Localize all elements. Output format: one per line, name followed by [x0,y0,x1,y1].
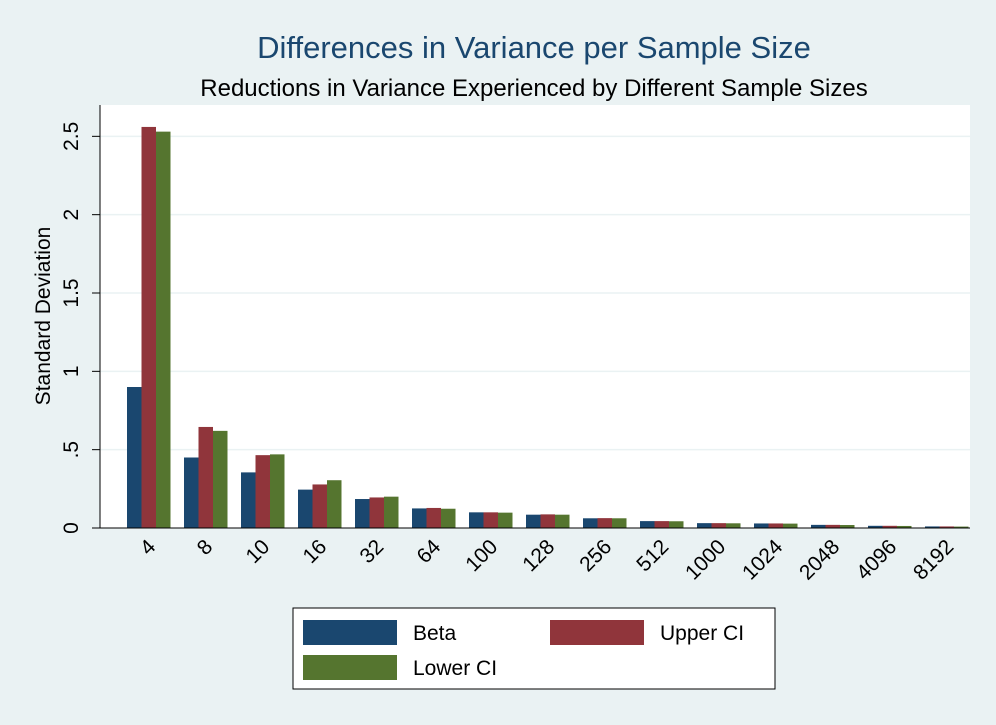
bar-upper-ci [141,126,156,528]
bar-lower-ci [726,523,741,528]
bar-beta [754,523,769,528]
y-tick-label: 1.5 [60,278,83,307]
y-axis-ticks: 0 .5 1 1.5 2 2.5 [60,122,100,534]
y-tick-label: 2.5 [60,122,83,151]
y-axis-label: Standard Deviation [32,227,55,406]
bar-lower-ci [840,525,855,528]
x-tick-label: 4096 [852,535,901,584]
bars [127,126,969,528]
legend-label: Beta [413,622,457,645]
bar-lower-ci [954,526,969,528]
x-tick-label: 1000 [681,535,730,584]
bar-upper-ci [540,514,555,528]
x-tick-label: 8192 [909,535,958,584]
x-tick-label: 128 [518,535,559,576]
x-tick-label: 4 [136,535,161,560]
bar-lower-ci [384,496,399,528]
bar-beta [355,499,370,528]
x-tick-label: 32 [356,535,389,568]
y-tick-label: 0 [60,522,83,534]
bar-upper-ci [939,526,954,528]
bar-upper-ci [255,455,270,528]
x-tick-label: 64 [413,535,446,568]
bar-lower-ci [897,525,912,528]
bar-lower-ci [498,512,513,528]
legend-swatch-lower-ci [303,655,397,680]
bar-upper-ci [198,426,213,528]
legend-swatch-upper-ci [550,620,644,645]
bar-lower-ci [441,508,456,528]
legend-label: Lower CI [413,657,497,680]
bar-lower-ci [270,454,285,528]
bar-beta [298,489,313,528]
bar-upper-ci [483,512,498,528]
bar-lower-ci [669,521,684,528]
x-tick-label: 2048 [795,535,844,584]
x-tick-label: 512 [632,535,673,576]
bar-upper-ci [882,525,897,528]
legend-swatch-beta [303,620,397,645]
bar-lower-ci [612,518,627,528]
bar-beta [127,387,142,528]
y-tick-label: 2 [60,209,83,221]
bar-upper-ci [369,497,384,528]
y-tick-label: 1 [60,365,83,377]
y-tick-label: .5 [60,441,83,459]
bar-lower-ci [156,131,171,528]
x-tick-label: 16 [299,535,332,568]
bar-beta [868,525,883,528]
bar-beta [697,523,712,528]
bar-lower-ci [213,430,228,528]
legend-label: Upper CI [660,622,744,645]
bar-upper-ci [426,507,441,528]
bar-beta [412,508,427,528]
bar-beta [811,524,826,528]
x-tick-label: 8 [193,535,218,560]
bar-beta [583,518,598,528]
legend: Beta Upper CI Lower CI [303,620,744,680]
bar-beta [184,457,199,528]
bar-upper-ci [654,521,669,528]
x-tick-label: 10 [242,535,275,568]
bar-upper-ci [312,484,327,528]
bar-lower-ci [327,480,342,528]
bar-beta [526,514,541,528]
chart-subtitle: Reductions in Variance Experienced by Di… [200,75,867,102]
gridlines [100,135,970,451]
bar-upper-ci [711,523,726,528]
bar-upper-ci [597,518,612,528]
bar-lower-ci [783,523,798,528]
bar-lower-ci [555,514,570,528]
chart-title: Differences in Variance per Sample Size [257,30,811,65]
plot-area [100,105,970,528]
bar-upper-ci [825,524,840,528]
bar-beta [640,521,655,528]
x-tick-label: 1024 [738,535,788,585]
bar-beta [925,526,940,528]
bar-upper-ci [768,523,783,528]
x-tick-label: 256 [575,535,616,576]
bar-beta [469,512,484,528]
x-tick-label: 100 [461,535,502,576]
bar-beta [241,472,256,528]
x-axis-ticks: 4 8 10 16 32 64 100 128 256 512 1000 1024 2048 4096 81… [136,535,959,585]
